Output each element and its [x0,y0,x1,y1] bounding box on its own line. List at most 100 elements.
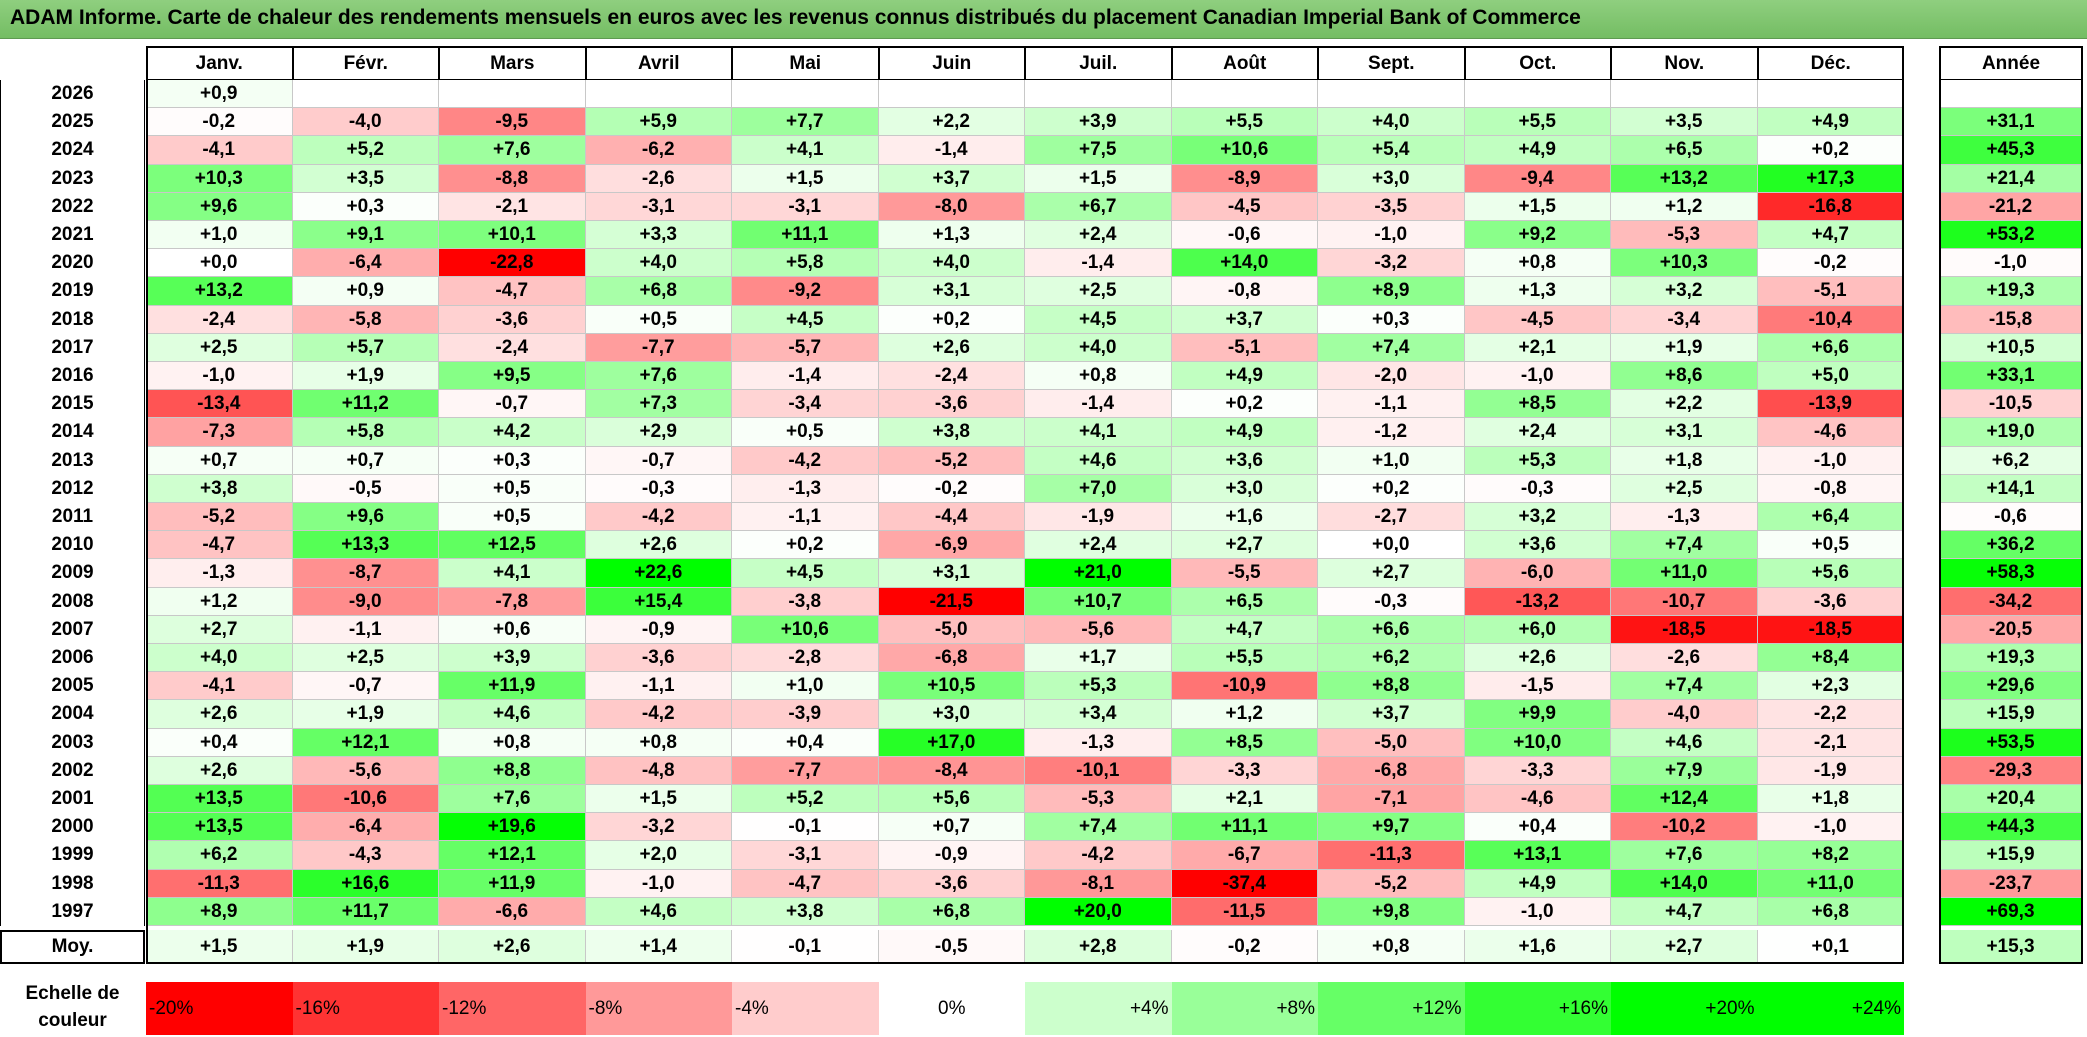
heatmap-cell: +7,4 [1025,813,1172,842]
heatmap-cell: +8,2 [1757,841,1904,870]
heatmap-cell: +5,2 [732,785,879,814]
heatmap-cell: -3,4 [1611,305,1758,334]
color-scale-swatch: -16% [292,982,439,1035]
heatmap-cell: +15,4 [585,587,732,616]
heatmap-cell: +2,6 [146,756,293,785]
heatmap-cell: -13,2 [1464,587,1611,616]
heatmap-cell: -4,7 [732,869,879,898]
annual-cell: -21,2 [1939,192,2083,221]
annual-cell [1939,80,2083,109]
heatmap-cell: +1,9 [1611,333,1758,362]
heatmap-cell: +3,2 [1611,277,1758,306]
heatmap-cell: -3,5 [1318,192,1465,221]
heatmap-cell: +5,7 [292,333,439,362]
heatmap-cell: +9,2 [1464,221,1611,250]
heatmap-cell: -0,3 [585,474,732,503]
heatmap-cell: +0,7 [878,813,1025,842]
month-header: Nov. [1611,46,1758,80]
heatmap-cell: -8,8 [439,164,586,193]
heatmap-cell: -0,6 [1171,221,1318,250]
heatmap-cell: +0,8 [1025,362,1172,391]
heatmap-cell: -3,8 [732,587,879,616]
heatmap-cell: +13,1 [1464,841,1611,870]
annual-cell: +19,3 [1939,277,2083,306]
heatmap-cell: +6,4 [1757,503,1904,532]
year-label: 2018 [0,305,145,334]
heatmap-cell: +2,1 [1171,785,1318,814]
year-label: 2024 [0,136,145,165]
heatmap-cell: -1,9 [1025,503,1172,532]
heatmap-cell: -3,6 [878,869,1025,898]
heatmap-cell: +1,9 [292,362,439,391]
heatmap-cell: +5,9 [585,108,732,137]
heatmap-cell: +9,5 [439,362,586,391]
heatmap-cell: +10,6 [732,615,879,644]
heatmap-cell: +10,1 [439,221,586,250]
heatmap-cell: +7,6 [585,362,732,391]
heatmap-cell: -6,4 [292,249,439,278]
color-scale-label-line1: Echelle de [25,983,120,1004]
month-header: Août [1171,46,1318,80]
heatmap-cell: +20,0 [1025,897,1172,926]
heatmap-cell: -7,8 [439,587,586,616]
heatmap-cell: +0,4 [1464,813,1611,842]
heatmap-cell: -1,5 [1464,672,1611,701]
year-label: 2021 [0,221,145,250]
heatmap-cell: +1,0 [1318,446,1465,475]
empty-cell [1757,80,1904,109]
month-header: Janv. [146,46,293,80]
heatmap-cell: +8,9 [146,897,293,926]
heatmap-cell: +9,9 [1464,700,1611,729]
heatmap-cell: +3,7 [1318,700,1465,729]
year-label: 2003 [0,728,145,757]
heatmap-cell: +5,3 [1025,672,1172,701]
heatmap-cell: -10,2 [1611,813,1758,842]
heatmap-cell: +4,7 [1611,897,1758,926]
heatmap-cell: -4,1 [146,136,293,165]
heatmap-cell: +0,4 [146,728,293,757]
heatmap-cell: +0,4 [732,728,879,757]
heatmap-cell: -3,6 [585,644,732,673]
heatmap-cell: +1,5 [732,164,879,193]
heatmap-cell: -4,6 [1757,418,1904,447]
heatmap-cell: -8,4 [878,756,1025,785]
heatmap-cell: -4,1 [146,672,293,701]
heatmap-cell: -4,0 [292,108,439,137]
heatmap-cell: +3,1 [878,559,1025,588]
year-label: 2020 [0,249,145,278]
color-scale-label: Echelle de couleur [0,980,145,1037]
empty-cell [1318,80,1465,109]
heatmap-cell: +0,9 [146,80,293,109]
heatmap-cell: +11,7 [292,897,439,926]
heatmap-cell: -10,1 [1025,756,1172,785]
heatmap-cell: +14,0 [1611,869,1758,898]
year-label: 2019 [0,277,145,306]
heatmap-cell: +1,0 [732,672,879,701]
heatmap-cell: -2,4 [878,362,1025,391]
heatmap-cell: +1,8 [1611,446,1758,475]
heatmap-cell: +9,7 [1318,813,1465,842]
heatmap-cell: -6,2 [585,136,732,165]
heatmap-cell: -1,3 [732,474,879,503]
heatmap-cell: -10,4 [1757,305,1904,334]
heatmap-cell: +4,7 [1757,221,1904,250]
heatmap-cell: -11,5 [1171,897,1318,926]
heatmap-cell: +4,9 [1464,869,1611,898]
annual-cell: +53,5 [1939,728,2083,757]
heatmap-cell: +4,0 [585,249,732,278]
heatmap-cell: -5,2 [146,503,293,532]
month-header: Juin [878,46,1025,80]
heatmap-cell: +12,4 [1611,785,1758,814]
heatmap-cell: -5,2 [878,446,1025,475]
heatmap-cell: +5,0 [1757,362,1904,391]
annual-cell: +19,3 [1939,644,2083,673]
annual-cell: +69,3 [1939,897,2083,926]
heatmap-cell: -5,1 [1757,277,1904,306]
heatmap-cell: +11,1 [1171,813,1318,842]
year-label: 2009 [0,559,145,588]
heatmap-cell: +11,9 [439,869,586,898]
heatmap-cell: -1,4 [1025,390,1172,419]
heatmap-cell: -1,3 [1611,503,1758,532]
heatmap-cell: -0,7 [292,672,439,701]
empty-cell [732,80,879,109]
